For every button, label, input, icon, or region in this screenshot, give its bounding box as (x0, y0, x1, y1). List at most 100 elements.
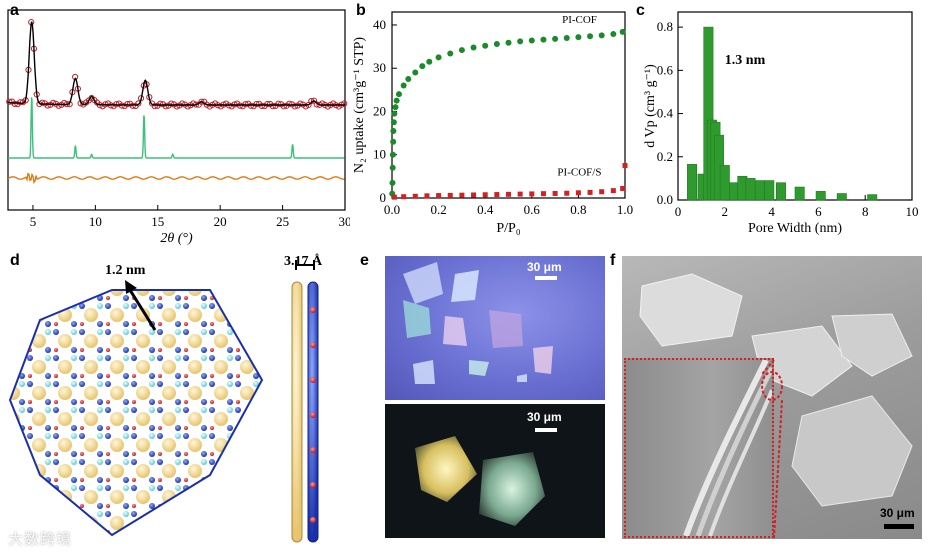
chart-b-picof-point (470, 44, 477, 51)
chart-a-frame (7, 9, 346, 211)
stack-yellow-column (291, 281, 303, 543)
chart-b-picofs-point (459, 192, 465, 198)
chart-a-exp-point (341, 100, 348, 107)
cof-network-layer (8, 289, 264, 537)
chart-b-picof-point (505, 39, 512, 46)
chart-b-frame (391, 11, 626, 199)
chart-b-legend-picofs: PI-COF/S (557, 167, 601, 179)
chart-b-ytick-label: 30 (373, 60, 386, 75)
chart-b-picofs-point (599, 189, 605, 195)
optical-image-top: 30 μm (385, 256, 605, 400)
chart-a-exp-point (6, 98, 13, 105)
chart-b-xlabel: P/P₀ (496, 221, 520, 236)
chart-c-xtick-label: 10 (906, 204, 919, 219)
chart-b-picof-point (419, 63, 426, 70)
chart-a-exp-point (242, 101, 249, 108)
chart-a-exp-point (275, 100, 282, 107)
chart-b-picofs-point (436, 193, 442, 199)
chart-c-xlabel: Pore Width (nm) (748, 221, 842, 236)
chart-b-picofs-point (564, 190, 570, 196)
chart-a-exp-point (168, 100, 175, 107)
chart-a-xlabel: 2θ (°) (160, 231, 193, 245)
chart-b-picofs-point (552, 190, 558, 196)
chart-c-ytick-label: 0.8 (657, 19, 673, 34)
optical-image-bottom: 30 μm (385, 404, 605, 538)
chart-b-legend-picof: PI-COF (562, 14, 597, 26)
chart-b-picof-point (392, 104, 399, 111)
chart-b-picof-point (447, 50, 454, 57)
crystal-flakes-top (403, 262, 553, 384)
chart-b-ytick-label: 40 (373, 17, 386, 32)
chart-b-picof-point (587, 33, 594, 40)
chart-a-exp-point (124, 100, 131, 108)
chart-b-picof-point (389, 164, 396, 171)
chart-b-xtick-label: 1.0 (617, 202, 633, 217)
chart-a-simulated-line (8, 97, 345, 159)
chart-a-refined-line (7, 21, 345, 106)
chart-a-exp-point (11, 100, 18, 108)
chart-a-exp-point (173, 103, 180, 110)
chart-a-exp-point (264, 100, 271, 108)
chart-b-xtick-label: 0.8 (570, 202, 586, 217)
chart-b-picof-point (540, 36, 547, 43)
chart-c-xtick-label: 2 (722, 204, 729, 219)
chart-c-ytick-label: 0.4 (657, 106, 674, 121)
chart-c-bar (687, 164, 698, 201)
chart-a-exp-point (286, 100, 293, 107)
chart-a-exp-point (297, 100, 304, 107)
chart-b-ytick-label: 20 (373, 103, 386, 118)
scale-bar-sem (884, 524, 914, 529)
chart-a-exp-point (190, 100, 197, 107)
scale-label-bottom: 30 μm (527, 410, 562, 424)
chart-a-exp-point (129, 102, 136, 109)
chart-b-xtick-label: 0.2 (430, 202, 446, 217)
chart-b-picof-point (389, 151, 396, 158)
chart-b-picofs-point (412, 193, 418, 199)
chart-b-picofs-point (622, 163, 628, 169)
chart-b-picof-point (395, 91, 402, 98)
chart-b-picof-point (493, 41, 500, 48)
chart-c-bar (836, 193, 847, 201)
chart-b-picof-point (391, 110, 398, 117)
chart-a-exp-point (44, 102, 51, 109)
panel-label-e: e (360, 252, 369, 269)
chart-a-exp-point (118, 102, 125, 109)
chart-b-picof-point (389, 179, 396, 186)
pore-arrow-head (125, 280, 137, 294)
chart-b-isotherm: 0.0 0.2 0.4 0.6 0.8 1.0 0 10 20 30 40 P/P₀ N₂ uptake… (352, 11, 633, 236)
sem-zoom-lines (761, 359, 783, 539)
chart-c-bar (764, 180, 775, 201)
chart-b-picofs-point (391, 194, 397, 200)
chart-c-xtick-label: 6 (815, 204, 822, 219)
chart-a-exp-point (55, 102, 62, 109)
chart-c-ylabel: d Vp (cm³ g⁻¹) (643, 64, 658, 148)
chart-a-exp-point (258, 102, 265, 110)
scale-label-sem: 30 μm (880, 506, 915, 520)
pore-size-label: 1.2 nm (105, 263, 146, 278)
sem-flakes (639, 273, 913, 507)
chart-b-ylabel: N₂ uptake (cm³g⁻¹ STP) (352, 37, 367, 173)
chart-b-picofs-point (540, 191, 546, 197)
chart-c-bar (794, 186, 805, 201)
chart-b-xtick-label: 0.0 (384, 202, 400, 217)
chart-c-bar (815, 191, 826, 201)
chart-a-difference-line (7, 172, 345, 185)
chart-b-picof-point (610, 31, 617, 38)
chart-c-bar (867, 194, 878, 201)
pore-arrow (128, 289, 157, 331)
chart-c-annotation: 1.3 nm (725, 53, 766, 68)
chart-b-picof-point (405, 76, 412, 83)
panel-label-d: d (10, 252, 20, 269)
chart-b-xtick-label: 0.6 (524, 202, 541, 217)
chart-b-picof-point (393, 97, 400, 104)
chart-c-ytick-label: 0.6 (657, 62, 674, 77)
sem-inset (624, 358, 775, 538)
chart-b-picof-point (563, 34, 570, 41)
chart-a-exp-point (269, 103, 276, 110)
crystal-flakes-bottom (415, 436, 545, 526)
chart-b-picof-point (575, 34, 582, 41)
chart-a-exp-point (280, 103, 287, 110)
chart-c-bar (719, 165, 730, 201)
chart-a-xtick-label: 20 (214, 214, 227, 229)
chart-c-bar (775, 182, 786, 201)
